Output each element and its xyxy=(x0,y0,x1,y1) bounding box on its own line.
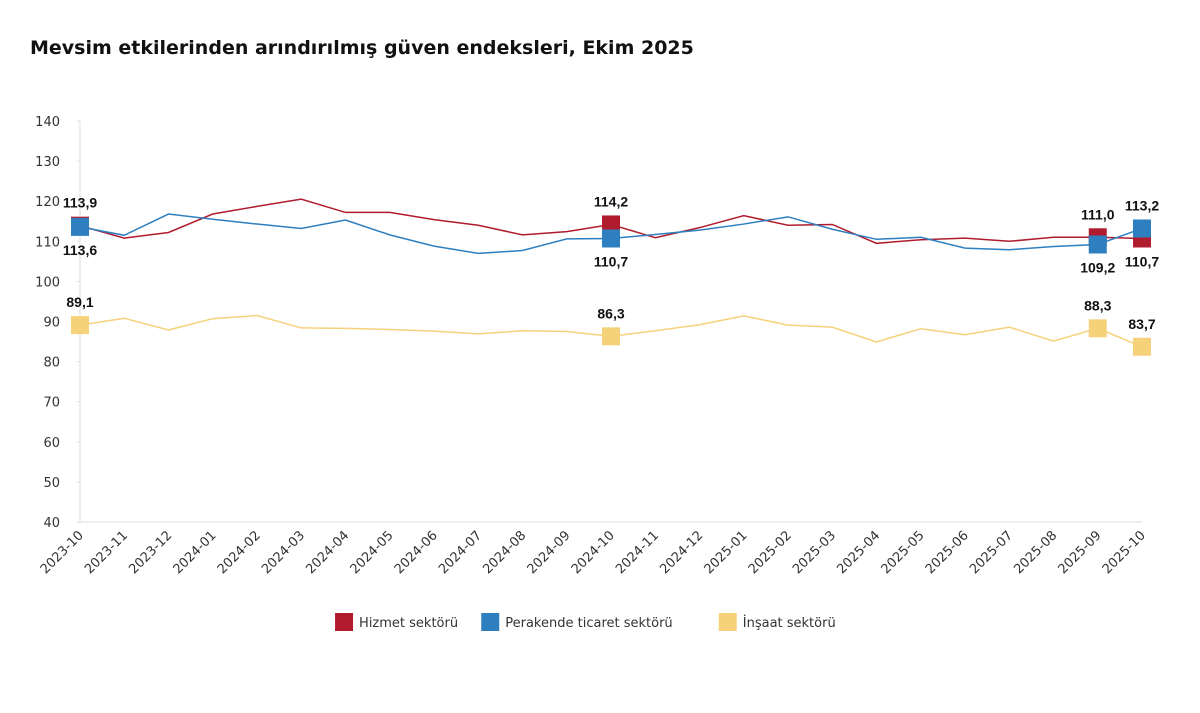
x-tick-label: 2025-05 xyxy=(879,528,928,577)
data-label: 113,6 xyxy=(63,242,97,258)
point-marker xyxy=(1088,235,1107,254)
x-tick-label: 2024-10 xyxy=(569,528,618,577)
x-tick-label: 2025-01 xyxy=(702,528,751,577)
x-tick-label: 2025-09 xyxy=(1056,528,1105,577)
y-tick-label: 120 xyxy=(35,195,60,210)
point-marker xyxy=(602,327,620,346)
x-tick-label: 2025-03 xyxy=(790,528,839,577)
x-tick-label: 2024-07 xyxy=(436,528,485,577)
data-label: 110,7 xyxy=(594,253,628,269)
data-label: 89,1 xyxy=(66,294,93,310)
x-tick-label: 2025-07 xyxy=(967,528,1016,577)
legend-label: Hizmet sektörü xyxy=(359,616,458,631)
data-label: 113,2 xyxy=(1125,197,1159,213)
y-tick-label: 140 xyxy=(35,115,60,130)
x-tick-label: 2025-04 xyxy=(834,528,883,577)
data-label: 109,2 xyxy=(1080,260,1115,276)
legend-swatch xyxy=(335,613,354,631)
x-tick-label: 2025-10 xyxy=(1100,528,1149,577)
chart-title: Mevsim etkilerinden arındırılmış güven e… xyxy=(30,37,694,59)
x-tick-label: 2024-06 xyxy=(392,528,441,577)
x-tick-label: 2025-02 xyxy=(746,528,795,577)
x-tick-label: 2024-04 xyxy=(303,528,352,577)
point-marker xyxy=(71,217,89,236)
legend-swatch xyxy=(718,613,737,631)
data-label: 83,7 xyxy=(1128,316,1155,332)
data-label: 111,0 xyxy=(1081,206,1115,222)
x-tick-label: 2024-05 xyxy=(348,528,397,577)
x-tick-label: 2023-11 xyxy=(82,528,131,577)
point-marker xyxy=(1133,219,1151,238)
x-tick-label: 2024-01 xyxy=(171,528,220,577)
point-marker xyxy=(71,316,89,335)
point-marker xyxy=(1088,319,1107,338)
y-tick-label: 60 xyxy=(43,436,60,451)
y-tick-label: 90 xyxy=(43,316,60,331)
x-tick-label: 2024-03 xyxy=(259,528,308,577)
x-tick-label: 2025-06 xyxy=(923,528,972,577)
x-tick-label: 2023-12 xyxy=(126,528,175,577)
y-tick-label: 70 xyxy=(43,396,60,411)
x-tick-label: 2023-10 xyxy=(38,528,87,577)
x-tick-label: 2024-09 xyxy=(525,528,574,577)
data-label: 114,2 xyxy=(594,193,628,209)
legend-label: İnşaat sektörü xyxy=(743,615,836,631)
data-label: 113,9 xyxy=(63,195,97,211)
point-marker xyxy=(602,215,620,234)
x-tick-label: 2024-11 xyxy=(613,528,662,577)
y-tick-label: 110 xyxy=(35,235,60,250)
legend-label: Perakende ticaret sektörü xyxy=(505,616,672,631)
data-label: 86,3 xyxy=(597,305,624,321)
y-tick-label: 130 xyxy=(35,155,60,170)
point-marker xyxy=(602,229,620,248)
x-tick-label: 2024-02 xyxy=(215,528,264,577)
data-label: 88,3 xyxy=(1084,297,1111,313)
x-tick-label: 2024-08 xyxy=(480,528,529,577)
x-tick-label: 2025-08 xyxy=(1011,528,1060,577)
legend-swatch xyxy=(481,613,500,631)
y-tick-label: 80 xyxy=(43,356,60,371)
data-label: 110,7 xyxy=(1125,253,1159,269)
x-tick-label: 2024-12 xyxy=(657,528,706,577)
y-tick-label: 40 xyxy=(43,516,60,531)
point-marker xyxy=(1133,337,1151,356)
y-tick-label: 50 xyxy=(43,476,60,491)
y-tick-label: 100 xyxy=(35,275,60,290)
